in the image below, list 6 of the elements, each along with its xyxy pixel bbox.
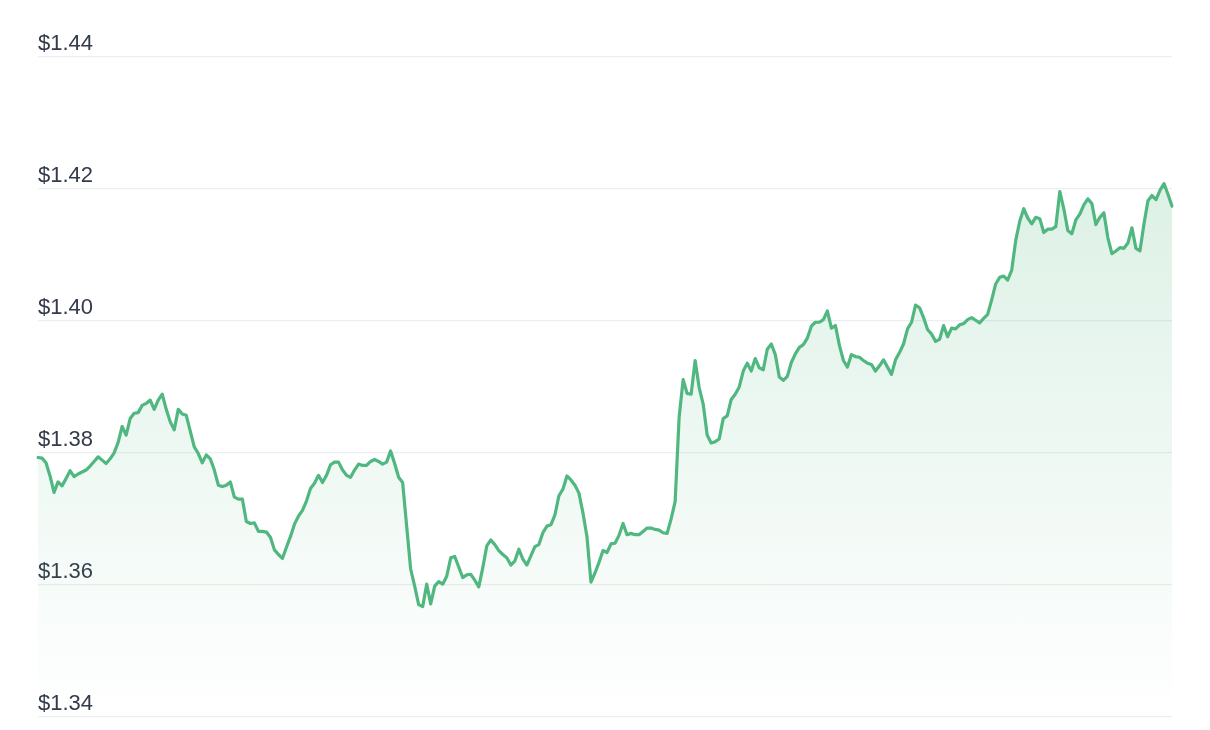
y-tick-label: $1.44 bbox=[38, 30, 94, 56]
y-tick-label: $1.40 bbox=[38, 293, 94, 319]
y-tick-label: $1.34 bbox=[38, 689, 94, 715]
y-tick-label: $1.38 bbox=[38, 425, 94, 451]
y-tick-label: $1.42 bbox=[38, 162, 94, 188]
y-tick-label: $1.36 bbox=[38, 557, 94, 583]
